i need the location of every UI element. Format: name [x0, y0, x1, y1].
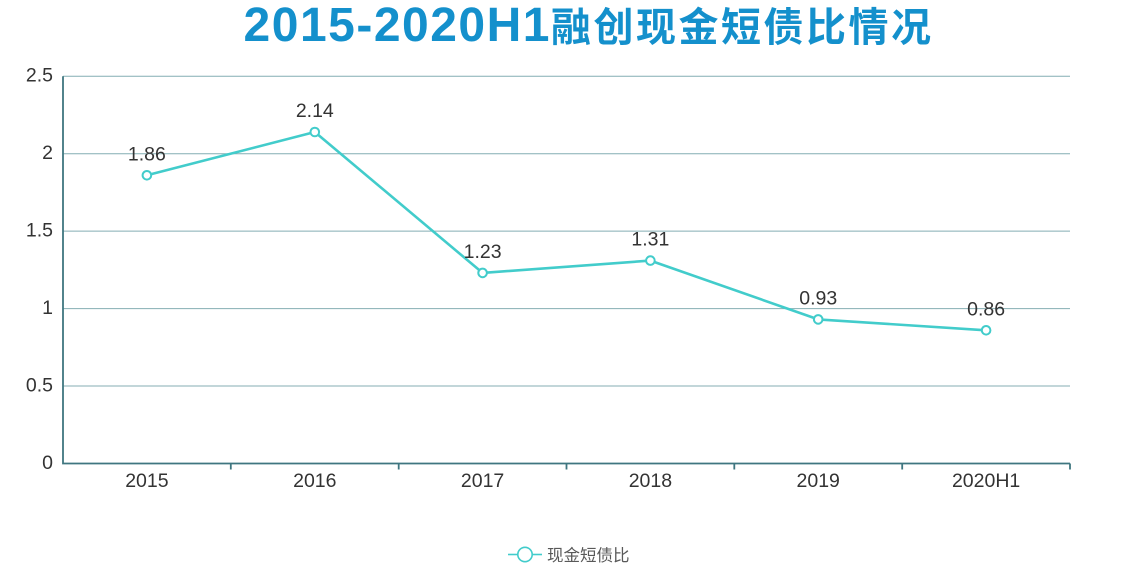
svg-text:2016: 2016 — [293, 470, 336, 492]
svg-text:现金短债比: 现金短债比 — [547, 542, 630, 566]
svg-text:2: 2 — [42, 142, 53, 164]
svg-text:1.23: 1.23 — [464, 241, 502, 263]
svg-text:2020H1: 2020H1 — [952, 470, 1020, 492]
svg-text:2018: 2018 — [629, 470, 672, 492]
svg-text:1.31: 1.31 — [631, 229, 669, 251]
svg-text:2017: 2017 — [461, 470, 504, 492]
svg-text:2.5: 2.5 — [26, 65, 53, 87]
svg-text:0.5: 0.5 — [26, 375, 53, 397]
svg-text:1.86: 1.86 — [128, 143, 166, 165]
svg-text:2015: 2015 — [125, 470, 169, 492]
svg-text:2019: 2019 — [797, 470, 840, 492]
svg-text:0.86: 0.86 — [967, 298, 1005, 320]
svg-text:1: 1 — [42, 297, 53, 319]
svg-text:0.93: 0.93 — [799, 287, 837, 309]
svg-text:0: 0 — [42, 452, 53, 474]
svg-text:1.5: 1.5 — [26, 220, 53, 242]
svg-text:2.14: 2.14 — [296, 100, 334, 122]
